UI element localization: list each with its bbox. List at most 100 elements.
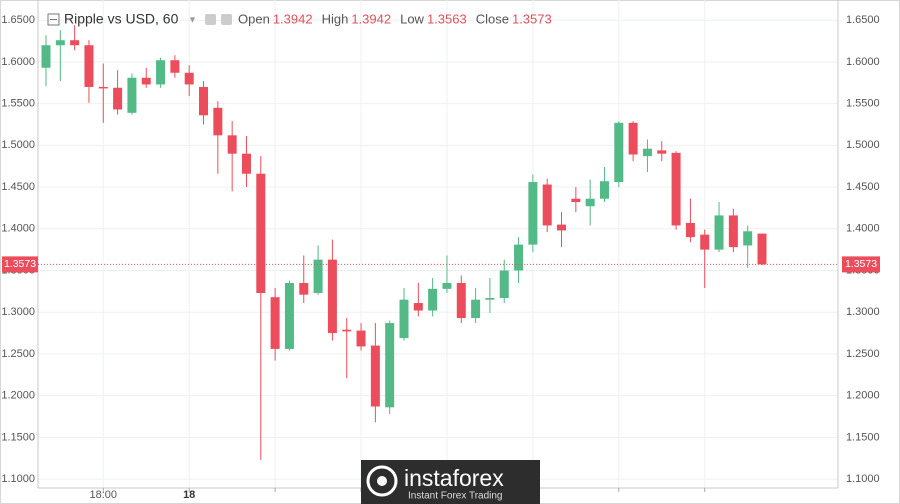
candle-body [585,198,595,207]
candle-body [499,270,509,299]
y-tick-label: 1.2500 [846,348,880,360]
watermark-logo [377,476,387,486]
y-tick-label: 1.1500 [846,431,880,443]
y-tick-label: 1.4500 [846,181,880,193]
candle-body [442,283,452,289]
candle-body [70,40,80,46]
y-tick-label: 1.1500 [1,431,35,443]
y-tick-label: 1.5000 [1,139,35,151]
candle-body [270,297,280,349]
candle-body [342,329,352,332]
candle-body [614,122,624,183]
y-tick-label: 1.1000 [846,473,880,485]
y-tick-label: 1.1000 [1,473,35,485]
candle-body [757,233,767,265]
watermark-tagline: Instant Forex Trading [408,491,503,502]
candle-body [385,323,395,408]
candle-body [728,215,738,248]
symbol-title: Ripple vs USD, 60 [64,11,179,27]
candle-body [370,345,380,407]
watermark-logo [366,465,398,497]
candle-body [413,303,423,311]
y-tick-label: 1.6000 [1,56,35,68]
candle-body [685,222,695,238]
candle-body [743,231,753,246]
candle-body [241,153,251,174]
y-tick-label: 1.3000 [846,306,880,318]
y-tick-label: 1.2000 [846,390,880,402]
header-value: 1.3942 [273,11,313,26]
collapse-icon[interactable] [47,13,60,26]
candle-body [113,87,123,110]
watermark-box [361,460,540,504]
candle-body [700,234,710,250]
candle-body [299,283,309,295]
candle-body [628,122,638,155]
candle-body [599,181,609,199]
y-tick-label: 1.5500 [846,98,880,110]
header-value: 1.3942 [351,11,391,26]
candle-body [327,259,337,334]
candle-body [127,77,137,113]
candle-body [313,259,323,294]
header-label: Open [238,11,270,26]
candle-body [542,184,552,226]
candle-body [571,198,581,203]
candle-body [356,330,366,347]
last-price-label: 1.3573 [4,258,36,270]
x-tick-label: 18 [183,489,195,501]
candle-body [642,148,652,157]
candle-body [184,72,194,85]
y-tick-label: 1.5500 [1,98,35,110]
candle-body [671,152,681,226]
settings-icon[interactable] [221,14,232,25]
candle-body [41,45,51,68]
y-tick-label: 1.3000 [1,306,35,318]
y-tick-label: 1.4000 [1,223,35,235]
y-tick-label: 1.4000 [846,223,880,235]
last-price-label: 1.3573 [845,258,877,270]
watermark: instaforex Instant Forex Trading [361,460,540,504]
header-label: Low [400,11,424,26]
y-tick-label: 1.6000 [846,56,880,68]
candles [41,25,767,460]
header-label: High [322,11,349,26]
candle-body [170,60,180,73]
candle-body [284,283,294,349]
header-value: 1.3573 [512,11,552,26]
candle-body [227,135,237,154]
candle-body [199,86,209,116]
y-tick-label: 1.4500 [1,181,35,193]
settings-icon[interactable] [205,14,216,25]
candle-body [456,283,466,319]
candle-body [84,45,94,87]
candle-body [156,60,166,85]
y-tick-label: 1.2000 [1,390,35,402]
candle-body [55,40,65,46]
header: Ripple vs USD, 60 ▼ [47,11,232,27]
candle-body [98,86,108,89]
header-label: Close [476,11,509,26]
header-value: 1.3563 [427,11,467,26]
candle-body [256,173,266,294]
candle-body [213,107,223,136]
y-tick-label: 1.6500 [1,14,35,26]
y-tick-label: 1.5000 [846,139,880,151]
y-tick-label: 1.2500 [1,348,35,360]
last-price-tag [842,256,880,273]
dropdown-arrow[interactable]: ▼ [188,14,197,24]
candle-body [428,288,438,311]
candle-body [399,299,409,339]
x-tick-label: 18:00 [90,489,118,501]
last-price-tag [2,256,38,273]
candle-body [714,215,724,250]
candle-body [141,77,151,85]
candle-body [557,224,567,231]
candle-body [485,298,495,300]
watermark-brand: instaforex [404,465,504,491]
candle-body [471,299,481,319]
candle-body [528,182,538,245]
candle-body [657,150,667,154]
candle-body [514,244,524,271]
